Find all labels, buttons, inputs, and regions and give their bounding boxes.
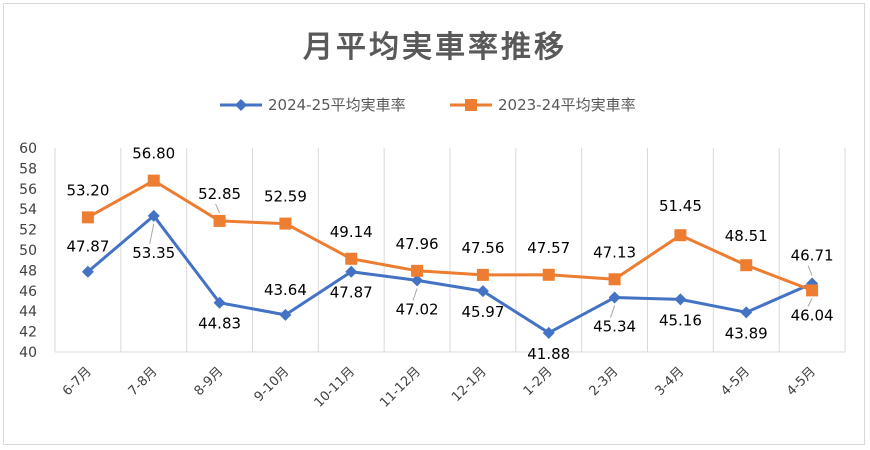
leader-lines [149,203,813,318]
data-label-series-0: 41.88 [527,345,570,363]
data-label-series-1: 56.80 [132,145,175,163]
data-label-series-0: 53.35 [132,244,175,262]
data-label-series-1: 48.51 [725,227,768,245]
data-point-series-0 [147,209,160,222]
y-tick-label: 48 [19,263,37,279]
y-tick-label: 46 [19,284,37,300]
data-label-series-0: 44.83 [198,315,241,333]
data-label-series-0: 45.34 [593,318,636,336]
leader-line [149,223,155,244]
data-point-series-1 [213,214,226,227]
legend-marker-series-1 [465,99,477,111]
y-tick-label: 40 [19,345,37,361]
leader-line [215,203,221,214]
data-point-series-0 [411,274,424,287]
markers [81,174,819,339]
x-tick-label: 11-12月 [377,364,424,411]
data-point-series-1 [279,217,292,230]
data-label-series-0: 46.71 [791,247,834,265]
data-point-series-0 [213,296,226,309]
legend-marker-series-0 [235,99,247,111]
x-tick-label: 2-3月 [587,364,622,399]
x-tick-label: 12-1月 [449,364,490,405]
data-label-series-0: 47.87 [66,238,109,256]
series-line-0 [86,214,813,335]
leader-line [807,298,813,307]
y-tick-label: 44 [19,304,37,320]
y-tick-label: 54 [19,202,37,218]
series-lines [86,179,813,335]
data-label-series-1: 52.85 [198,185,241,203]
y-tick-label: 50 [19,243,37,259]
data-label-series-0: 45.97 [461,303,504,321]
x-axis: 6-7月 7-8月 8-9月 9-10月 10-11月 11-12月 12-1月 1-2月 2-… [60,364,819,411]
data-label-series-0: 47.87 [330,284,373,302]
data-point-series-0 [279,308,292,321]
grid [54,148,846,353]
x-tick-label: 4-5月 [784,364,819,399]
data-point-series-0 [740,306,753,319]
data-label-series-1: 53.20 [66,181,109,199]
data-point-series-1 [806,284,819,297]
data-label-series-1: 47.57 [527,239,570,257]
x-tick-label: 9-10月 [252,364,293,405]
data-point-series-1 [608,273,621,286]
data-label-series-1: 46.04 [791,306,834,324]
x-tick-label: 8-9月 [192,364,227,399]
data-point-series-0 [608,291,621,304]
data-label-series-0: 45.16 [659,311,702,329]
data-labels: 47.87 53.35 44.83 43.64 47.87 47.02 45.97 41.88… [66,145,833,363]
series-line-1 [87,179,813,292]
data-label-series-0: 47.02 [396,300,439,318]
x-tick-label: 3-4月 [652,364,687,399]
data-point-series-0 [81,265,94,278]
data-label-series-0: 43.89 [725,324,768,342]
data-label-series-1: 51.45 [659,197,702,215]
y-axis: 40 42 44 46 48 50 52 54 56 58 60 [19,141,37,361]
x-tick-label: 7-8月 [126,364,161,399]
y-tick-label: 52 [19,223,37,239]
data-point-series-0 [542,326,555,339]
data-point-series-0 [476,285,489,298]
data-point-series-1 [81,211,94,224]
chart-frame [3,3,865,445]
legend-label-series-0: 2024-25平均実車率 [268,96,406,114]
data-label-series-1: 47.96 [396,235,439,253]
data-point-series-1 [147,174,160,187]
data-point-series-1 [345,252,358,265]
data-point-series-1 [411,264,424,277]
data-point-series-0 [345,265,358,278]
x-tick-label: 1-2月 [521,364,556,399]
data-label-series-0: 43.64 [264,281,307,299]
data-label-series-1: 52.59 [264,188,307,206]
legend-label-series-1: 2023-24平均実車率 [498,96,636,114]
leader-line [807,265,813,276]
data-point-series-1 [740,259,753,272]
data-point-series-0 [674,293,687,306]
y-tick-label: 42 [19,325,37,341]
y-tick-label: 60 [19,141,37,157]
data-point-series-1 [476,268,489,281]
data-label-series-1: 47.13 [593,243,636,261]
leader-line [610,305,616,318]
y-tick-label: 58 [19,161,37,177]
x-tick-label: 10-11月 [312,364,359,411]
leader-line [412,288,418,301]
y-tick-label: 56 [19,182,37,198]
x-tick-label: 4-5月 [718,364,753,399]
data-point-series-1 [542,268,555,281]
data-point-series-1 [674,229,687,242]
x-tick-label: 6-7月 [60,364,95,399]
data-label-series-1: 49.14 [330,223,373,241]
chart-title: 月平均実車率推移 [303,30,567,65]
legend: 2024-25平均実車率 2023-24平均実車率 [220,96,636,114]
data-label-series-1: 47.56 [461,239,504,257]
